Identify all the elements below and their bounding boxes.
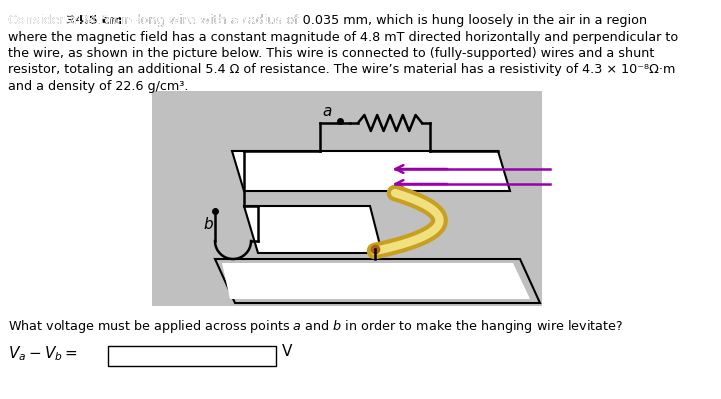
Polygon shape [222, 263, 530, 299]
Polygon shape [232, 151, 510, 191]
Polygon shape [215, 259, 540, 303]
Text: V: V [282, 344, 293, 359]
Text: $a$: $a$ [322, 104, 332, 119]
Text: Consider a 34.5 cm-long wire with a radius of 0.035 mm, which is hung loosely in: Consider a 34.5 cm-long wire with a radi… [8, 14, 647, 27]
Polygon shape [244, 206, 382, 253]
Text: the wire, as shown in the picture below. This wire is connected to (fully-suppor: the wire, as shown in the picture below.… [8, 47, 655, 60]
Text: $b$: $b$ [203, 216, 214, 232]
Text: Consider a: Consider a [8, 14, 81, 27]
Text: 34.5 cm: 34.5 cm [66, 14, 123, 27]
Text: 34.5 cm-long wire with a radius of: 34.5 cm-long wire with a radius of [66, 14, 288, 27]
Bar [152, 91, 542, 306]
Text: and a density of 22.6 g/cm³.: and a density of 22.6 g/cm³. [8, 80, 188, 93]
Text: Consider a 34.5 cm-long wire with a radius of: Consider a 34.5 cm-long wire with a radi… [8, 14, 303, 27]
Text: resistor, totaling an additional 5.4 Ω of resistance. The wire’s material has a : resistor, totaling an additional 5.4 Ω o… [8, 63, 676, 77]
Text: where the magnetic field has a constant magnitude of 4.8 mT directed horizontall: where the magnetic field has a constant … [8, 30, 678, 43]
Bar [108, 346, 276, 366]
Text: $V_a - V_b =$: $V_a - V_b =$ [8, 344, 78, 363]
Text: What voltage must be applied across points $a$ and $b$ in order to make the hang: What voltage must be applied across poin… [8, 318, 623, 335]
